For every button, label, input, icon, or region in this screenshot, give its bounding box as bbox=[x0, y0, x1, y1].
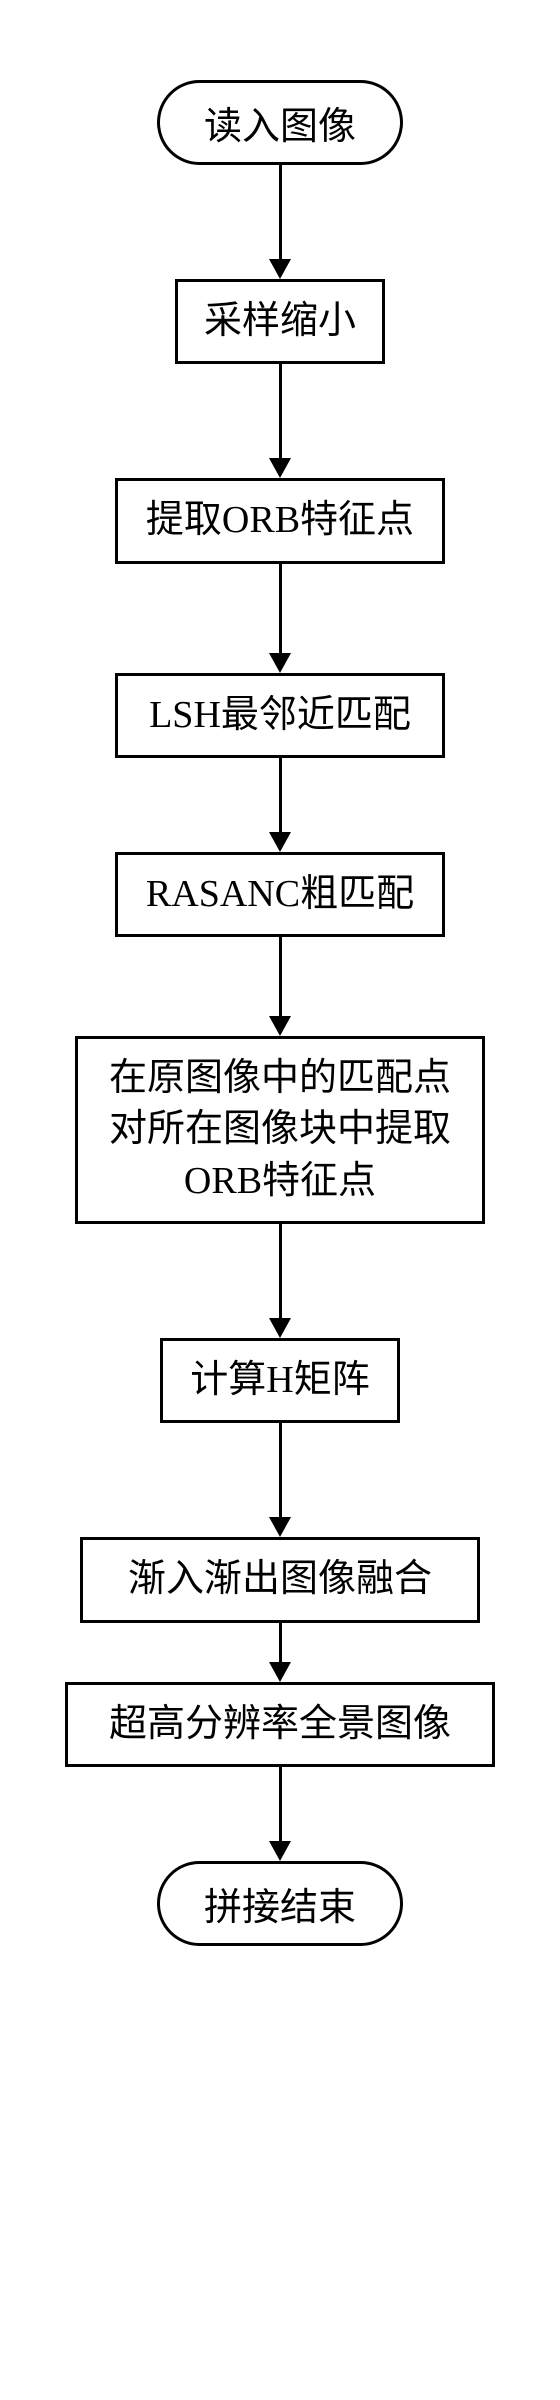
arrow-head-icon bbox=[269, 1662, 291, 1682]
arrow-head-icon bbox=[269, 1517, 291, 1537]
flowchart-container: 读入图像 采样缩小 提取ORB特征点 LSH最邻近匹配 RASANC粗匹配 在原… bbox=[0, 0, 560, 2026]
process-block-orb: 在原图像中的匹配点对所在图像块中提取ORB特征点 bbox=[75, 1036, 485, 1224]
arrow-1-2 bbox=[269, 364, 291, 478]
arrow-head-icon bbox=[269, 458, 291, 478]
arrow-line bbox=[279, 564, 282, 654]
terminal-end: 拼接结束 bbox=[157, 1861, 403, 1946]
arrow-2-3 bbox=[269, 564, 291, 673]
arrow-head-icon bbox=[269, 259, 291, 279]
arrow-line bbox=[279, 1623, 282, 1663]
arrow-head-icon bbox=[269, 653, 291, 673]
node-label: 渐入渐出图像融合 bbox=[128, 1558, 432, 1600]
node-label: 拼接结束 bbox=[204, 1887, 356, 1929]
arrow-head-icon bbox=[269, 832, 291, 852]
arrow-line bbox=[279, 1423, 282, 1518]
arrow-0-1 bbox=[269, 165, 291, 279]
process-panorama-output: 超高分辨率全景图像 bbox=[65, 1682, 495, 1767]
node-label: 提取ORB特征点 bbox=[146, 499, 414, 541]
node-label: 采样缩小 bbox=[204, 300, 356, 342]
arrow-4-5 bbox=[269, 937, 291, 1036]
process-downsample: 采样缩小 bbox=[175, 279, 385, 364]
arrow-head-icon bbox=[269, 1318, 291, 1338]
node-label: RASANC粗匹配 bbox=[146, 873, 414, 915]
process-compute-h: 计算H矩阵 bbox=[160, 1338, 400, 1423]
node-label: LSH最邻近匹配 bbox=[149, 694, 411, 736]
node-label: 计算H矩阵 bbox=[190, 1359, 369, 1401]
arrow-head-icon bbox=[269, 1016, 291, 1036]
node-label: 超高分辨率全景图像 bbox=[109, 1703, 451, 1745]
process-extract-orb: 提取ORB特征点 bbox=[115, 478, 445, 563]
arrow-5-6 bbox=[269, 1224, 291, 1338]
arrow-line bbox=[279, 937, 282, 1017]
arrow-head-icon bbox=[269, 1841, 291, 1861]
arrow-line bbox=[279, 758, 282, 833]
node-label: 在原图像中的匹配点对所在图像块中提取ORB特征点 bbox=[109, 1057, 451, 1202]
arrow-line bbox=[279, 1767, 282, 1842]
arrow-6-7 bbox=[269, 1423, 291, 1537]
process-lsh-match: LSH最邻近匹配 bbox=[115, 673, 445, 758]
arrow-7-8 bbox=[269, 1623, 291, 1682]
arrow-line bbox=[279, 364, 282, 459]
process-ransac-coarse: RASANC粗匹配 bbox=[115, 852, 445, 937]
arrow-8-9 bbox=[269, 1767, 291, 1861]
process-fade-blend: 渐入渐出图像融合 bbox=[80, 1537, 480, 1622]
arrow-line bbox=[279, 1224, 282, 1319]
arrow-3-4 bbox=[269, 758, 291, 852]
terminal-start: 读入图像 bbox=[157, 80, 403, 165]
node-label: 读入图像 bbox=[204, 106, 356, 148]
arrow-line bbox=[279, 165, 282, 260]
